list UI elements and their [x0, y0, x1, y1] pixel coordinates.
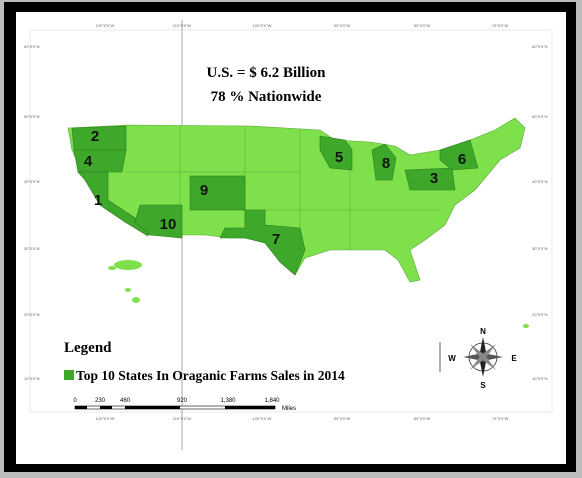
longitude-label: 110°0'0"W [173, 416, 192, 421]
rank-label: 1 [94, 192, 102, 209]
latitude-label: 60°0'0"N [24, 44, 40, 49]
latitude-label: 40°0'0"N [24, 179, 40, 184]
compass-n: N [480, 327, 486, 336]
latitude-label: 50°0'0"N [24, 114, 40, 119]
rank-label: 7 [272, 231, 280, 248]
scale-bar [74, 405, 276, 410]
rank-label: 8 [382, 155, 390, 172]
rank-label: 9 [200, 182, 208, 199]
longitude-label: 90°0'0"W [334, 23, 351, 28]
longitude-label: 100°0'0"W [253, 416, 272, 421]
latitude-label: 30°0'0"N [532, 246, 548, 251]
rank-label: 6 [458, 151, 466, 168]
latitude-label: 30°0'0"N [24, 246, 40, 251]
scale-label: 1,380 [220, 398, 236, 404]
longitude-label: 120°0'0"W [96, 416, 115, 421]
longitude-label: 90°0'0"W [334, 416, 351, 421]
rank-label: 2 [91, 128, 99, 145]
latitude-label: 50°0'0"N [532, 114, 548, 119]
latitude-label: 10°0'0"N [532, 376, 548, 381]
legend-item: Top 10 States In Oraganic Farms Sales in… [76, 368, 345, 383]
us-land [67, 117, 526, 283]
longitude-label: 100°0'0"W [253, 23, 272, 28]
compass-e: E [511, 354, 517, 363]
rank-label: 4 [84, 153, 93, 170]
total-sales: U.S. = $ 6.2 Billion [207, 65, 327, 81]
scale-label: 0 [73, 398, 77, 404]
longitude-label: 110°0'0"W [173, 23, 192, 28]
longitude-label: 70°0'0"W [492, 23, 509, 28]
longitude-label: 70°0'0"W [492, 416, 509, 421]
compass-w: W [448, 354, 456, 363]
rank-label: 3 [430, 170, 438, 187]
latitude-label: 60°0'0"N [532, 44, 548, 49]
scale-label: 920 [177, 398, 188, 404]
islands [108, 260, 529, 328]
longitude-label: 80°0'0"W [414, 416, 431, 421]
scale-label: 460 [120, 398, 131, 404]
legend-title: Legend [64, 340, 112, 356]
latitude-label: 10°0'0"N [24, 376, 40, 381]
latitude-label: 40°0'0"N [532, 179, 548, 184]
rank-label: 5 [335, 149, 343, 166]
scale-unit: Miles [282, 406, 296, 412]
map-frame [29, 29, 553, 413]
longitude-label: 80°0'0"W [414, 23, 431, 28]
compass [439, 337, 503, 377]
legend-swatch [64, 370, 74, 380]
latitude-label: 20°0'0"N [532, 312, 548, 317]
top-states [71, 125, 479, 276]
nationwide-share: 78 % Nationwide [211, 89, 322, 105]
compass-s: S [480, 381, 486, 390]
scale-label: 1,840 [264, 398, 280, 404]
latitude-label: 20°0'0"N [24, 312, 40, 317]
scale-label: 230 [95, 398, 106, 404]
rank-label: 10 [160, 216, 177, 233]
longitude-label: 120°0'0"W [96, 23, 115, 28]
